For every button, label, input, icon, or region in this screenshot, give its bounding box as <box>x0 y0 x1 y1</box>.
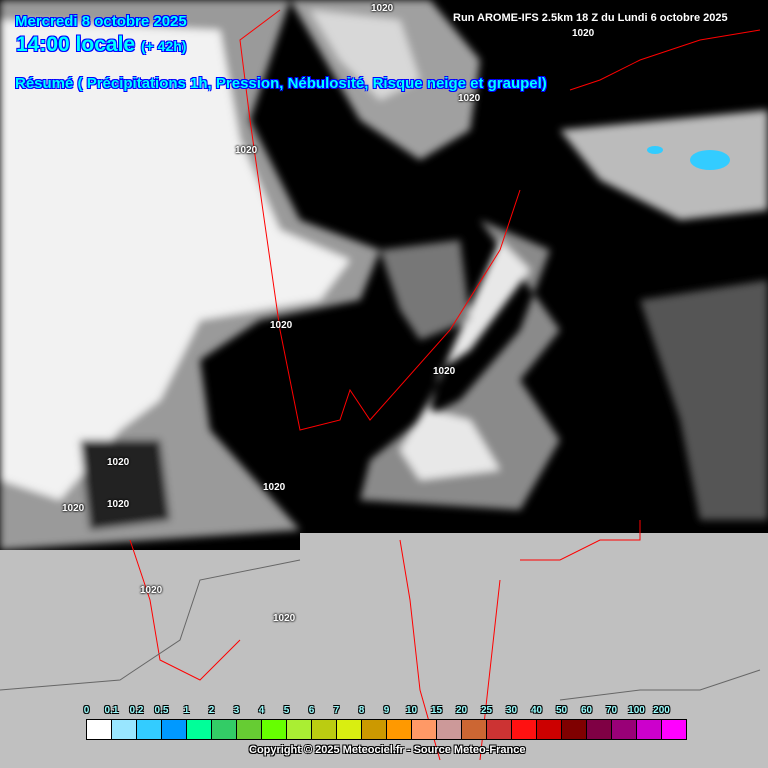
precip-legend <box>86 719 687 740</box>
copyright: Copyright © 2025 Meteociel.fr - Source M… <box>249 744 526 756</box>
legend-swatch <box>362 720 387 739</box>
legend-swatch <box>162 720 187 739</box>
cloud-east <box>560 110 768 220</box>
cloud-southeast <box>640 280 768 520</box>
legend-swatch <box>137 720 162 739</box>
legend-label: 70 <box>605 705 618 716</box>
isobar-label: 1020 <box>273 613 296 624</box>
legend-label: 5 <box>283 705 290 716</box>
legend-swatch <box>387 720 412 739</box>
legend-label: 0 <box>83 705 90 716</box>
legend-label: 0.5 <box>154 705 169 716</box>
isobar-label: 1020 <box>235 145 258 156</box>
legend-label: 100 <box>628 705 645 716</box>
legend-label: 25 <box>480 705 493 716</box>
legend-label: 15 <box>430 705 443 716</box>
forecast-time: 14:00 locale (+ 42h) <box>16 33 186 57</box>
isobar-label: 1020 <box>371 3 394 14</box>
lead-time: (+ 42h) <box>140 38 187 54</box>
legend-swatch <box>87 720 112 739</box>
isobar-label: 1020 <box>572 28 595 39</box>
legend-label: 3 <box>233 705 240 716</box>
cloud-southwest <box>80 440 170 530</box>
legend-swatch <box>337 720 362 739</box>
legend-swatch <box>462 720 487 739</box>
precip-east <box>690 150 730 170</box>
legend-label: 6 <box>308 705 315 716</box>
borders <box>129 9 761 761</box>
legend-label: 60 <box>580 705 593 716</box>
cloud-mid <box>380 240 470 340</box>
legend-swatch <box>487 720 512 739</box>
map-title: Résumé ( Précipitations 1h, Pression, Né… <box>15 75 547 92</box>
legend-swatch <box>537 720 562 739</box>
legend-label: 4 <box>258 705 265 716</box>
legend-swatch <box>112 720 137 739</box>
cloud-north-core <box>310 10 420 100</box>
legend-label: 30 <box>505 705 518 716</box>
legend-swatch <box>637 720 662 739</box>
legend-label: 40 <box>530 705 543 716</box>
run-info: Run AROME-IFS 2.5km 18 Z du Lundi 6 octo… <box>453 12 728 24</box>
isobar-label: 1020 <box>140 585 163 596</box>
legend-label: 20 <box>455 705 468 716</box>
legend-swatch <box>262 720 287 739</box>
legend-label: 10 <box>405 705 418 716</box>
precip-east-small <box>647 146 663 154</box>
legend-swatch <box>412 720 437 739</box>
legend-swatch <box>212 720 237 739</box>
time-label: 14:00 locale <box>16 33 136 56</box>
legend-label: 9 <box>383 705 390 716</box>
forecast-date: Mercredi 8 octobre 2025 <box>15 13 187 30</box>
isobar-label: 1020 <box>107 499 130 510</box>
cloud-west-core <box>0 20 350 500</box>
isobar-label: 1020 <box>270 320 293 331</box>
legend-label: 50 <box>555 705 568 716</box>
legend-label: 7 <box>333 705 340 716</box>
legend-swatch <box>587 720 612 739</box>
isobar-label: 1020 <box>433 366 456 377</box>
legend-swatch <box>437 720 462 739</box>
legend-swatch <box>237 720 262 739</box>
legend-swatch <box>612 720 637 739</box>
cloud-central-core <box>400 240 530 480</box>
coastline <box>0 559 761 701</box>
legend-label: 2 <box>208 705 215 716</box>
legend-swatch <box>187 720 212 739</box>
isobar-label: 1020 <box>62 503 85 514</box>
legend-swatch <box>312 720 337 739</box>
legend-labels: 0 0.1 0.2 0.5 1 2 3 4 5 6 7 8 9 10 15 20 25 30 40 50 60 70 100… <box>74 705 674 716</box>
legend-swatch <box>662 720 686 739</box>
legend-label: 1 <box>183 705 190 716</box>
outside-domain <box>0 533 768 768</box>
isobar-label: 1020 <box>263 482 286 493</box>
isobar-label: 1020 <box>458 93 481 104</box>
legend-label: 0.2 <box>129 705 144 716</box>
legend-swatch <box>512 720 537 739</box>
legend-label: 200 <box>653 705 670 716</box>
legend-label: 0.1 <box>104 705 119 716</box>
legend-swatch <box>562 720 587 739</box>
isobar-label: 1020 <box>107 457 130 468</box>
legend-label: 8 <box>358 705 365 716</box>
legend-swatch <box>287 720 312 739</box>
